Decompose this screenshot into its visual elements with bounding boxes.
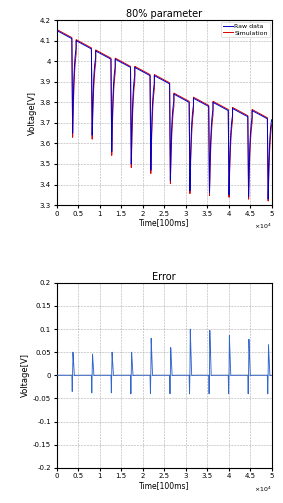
Raw data [185, 98, 188, 104]
Simulation [137, 65, 141, 71]
Raw data [137, 66, 141, 72]
Y-axis label: Voltage[V]: Voltage[V] [21, 353, 30, 397]
Simulation [267, 198, 270, 204]
Raw data [55, 27, 58, 33]
Raw data [270, 117, 273, 123]
Y-axis label: Voltage[V]: Voltage[V] [28, 91, 37, 135]
Line: Simulation: Simulation [57, 29, 272, 201]
Raw data [171, 102, 175, 108]
Raw data [215, 101, 218, 107]
X-axis label: Time[100ms]: Time[100ms] [139, 218, 189, 227]
Simulation [270, 122, 273, 128]
Simulation [107, 54, 110, 60]
Simulation [70, 34, 73, 40]
Title: Error: Error [152, 272, 176, 282]
Simulation [185, 97, 188, 103]
Simulation [171, 108, 175, 114]
Raw data [267, 196, 270, 202]
Text: $\times10^4$: $\times10^4$ [254, 222, 272, 231]
Simulation [55, 26, 58, 32]
Legend: Raw data, Simulation: Raw data, Simulation [221, 22, 270, 37]
Raw data [70, 35, 73, 41]
Title: 80% parameter: 80% parameter [126, 10, 202, 19]
Raw data [107, 55, 110, 61]
Line: Raw data: Raw data [57, 30, 272, 199]
Text: $\times10^4$: $\times10^4$ [254, 485, 272, 494]
X-axis label: Time[100ms]: Time[100ms] [139, 481, 189, 490]
Simulation [215, 100, 218, 106]
